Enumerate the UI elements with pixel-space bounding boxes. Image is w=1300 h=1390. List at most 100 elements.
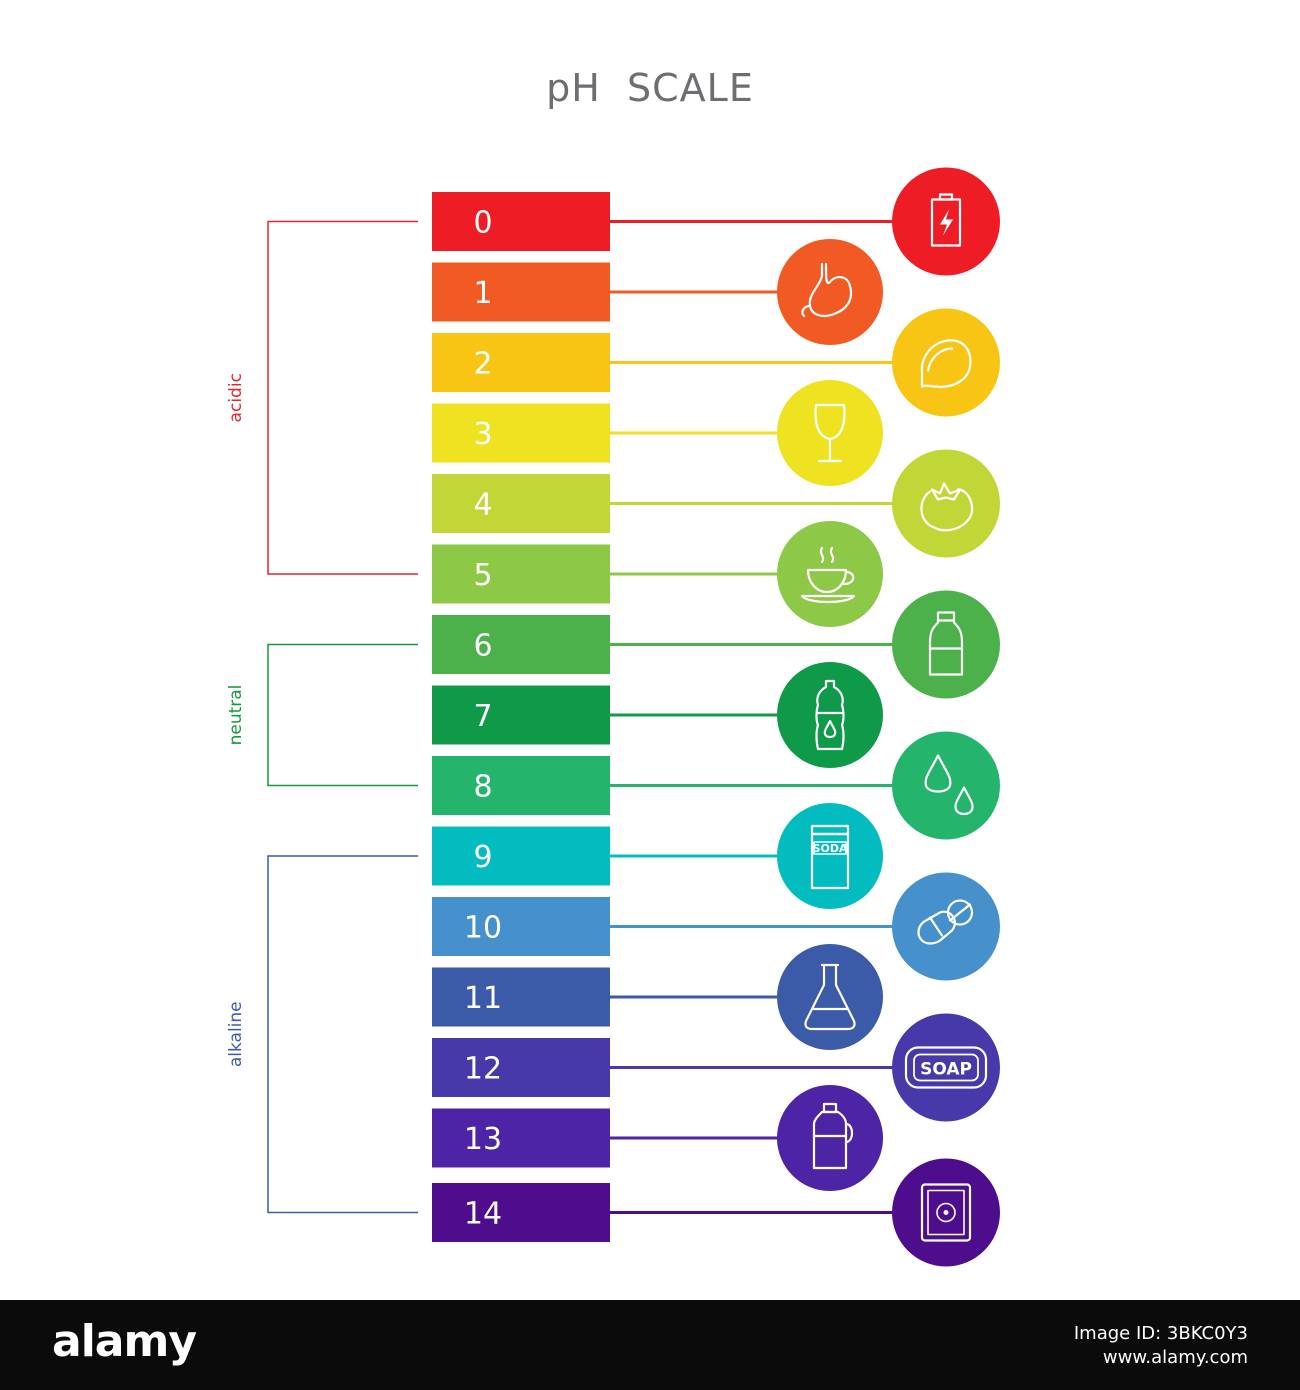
ph-value: 6 (473, 629, 492, 664)
group-bracket (267, 855, 418, 1214)
alamy-logo: alamy (52, 1316, 197, 1367)
icon-circle (892, 872, 1000, 981)
ph-bar (432, 262, 610, 322)
footer-bar: alamy Image ID: 3BKC0Y3 www.alamy.com (0, 1300, 1300, 1390)
ph-value: 11 (464, 981, 502, 1016)
group-bracket (267, 220, 418, 575)
ph-value: 4 (473, 488, 492, 523)
ph-level-5: 5 (432, 544, 610, 604)
example-pills-circle (892, 872, 1000, 981)
icon-circle (777, 803, 883, 909)
ph-level-4: 4 (432, 474, 610, 533)
detergent-icon (812, 1102, 854, 1170)
example-coffee-cup-circle (777, 521, 883, 627)
ph-bar (432, 403, 610, 463)
ph-bar (432, 192, 610, 251)
image-id: Image ID: 3BKC0Y3 (1073, 1323, 1248, 1344)
ph-value: 14 (464, 1197, 502, 1232)
drain-cleaner-icon (920, 1183, 972, 1242)
ph-bar (432, 756, 610, 815)
water-drops-icon (924, 754, 974, 816)
ph-level-14: 14 (432, 1183, 610, 1242)
ph-bar (432, 544, 610, 604)
ph-level-2: 2 (432, 333, 610, 392)
example-detergent-circle (777, 1085, 883, 1191)
tomato-icon (920, 482, 974, 532)
ph-value: 3 (473, 417, 492, 452)
icon-circle (777, 662, 883, 768)
ph-level-10: 10 (432, 897, 610, 956)
group-alkaline: alkaline (226, 855, 418, 1214)
ph-level-7: 7 (432, 685, 610, 745)
ph-bar (432, 615, 610, 674)
ph-level-3: 3 (432, 403, 610, 463)
icon-circle (777, 1085, 883, 1191)
lemon-icon (920, 339, 972, 388)
flask-icon (804, 963, 856, 1031)
icon-circle (777, 944, 883, 1050)
ph-value: 8 (473, 770, 492, 805)
group-label: neutral (226, 685, 246, 746)
group-neutral: neutral (226, 643, 418, 787)
soda-label: SODA (813, 842, 848, 855)
page-title: pH SCALE (546, 66, 754, 110)
image-id-block: Image ID: 3BKC0Y3 www.alamy.com (1074, 1322, 1248, 1370)
ph-level-11: 11 (432, 967, 610, 1027)
ph-bar (432, 1038, 610, 1097)
footer-url: www.alamy.com (1102, 1347, 1248, 1368)
ph-value: 5 (473, 558, 492, 593)
ph-bar (432, 1108, 610, 1168)
icon-circle (892, 1013, 1000, 1122)
soda-box-icon: SODA (810, 824, 850, 890)
group-label: alkaline (226, 1001, 246, 1067)
icon-circle (777, 521, 883, 627)
soap-label: SOAP (920, 1060, 972, 1080)
group-label: acidic (226, 373, 246, 422)
ph-bar (432, 685, 610, 745)
stomach-icon (801, 262, 853, 318)
ph-value: 1 (473, 276, 492, 311)
coffee-cup-icon (800, 546, 856, 604)
ph-level-12: 12 (432, 1038, 610, 1097)
wine-glass-icon (814, 403, 846, 463)
ph-level-0: 0 (432, 192, 610, 251)
icon-circle (892, 308, 1000, 417)
ph-bar (432, 897, 610, 956)
ph-value: 7 (473, 699, 492, 734)
ph-value: 9 (473, 840, 492, 875)
ph-bar (432, 967, 610, 1027)
ph-bar (432, 333, 610, 392)
example-water-drops-circle (892, 731, 1000, 840)
example-soap-circle: SOAP (892, 1013, 1000, 1122)
icon-circle (892, 731, 1000, 840)
ph-value: 2 (473, 347, 492, 382)
example-water-bottle-circle (777, 662, 883, 768)
example-flask-circle (777, 944, 883, 1050)
ph-level-8: 8 (432, 756, 610, 815)
group-acidic: acidic (226, 220, 418, 575)
example-wine-glass-circle (777, 380, 883, 486)
ph-value: 0 (473, 206, 492, 241)
water-bottle-icon (815, 679, 845, 751)
example-drain-cleaner-circle (892, 1158, 1000, 1267)
ph-level-6: 6 (432, 615, 610, 674)
pills-icon (917, 899, 974, 945)
example-milk-bottle-circle (892, 590, 1000, 699)
ph-value: 12 (464, 1052, 502, 1087)
ph-level-13: 13 (432, 1108, 610, 1168)
example-lemon-circle (892, 308, 1000, 417)
example-stomach-circle (777, 239, 883, 345)
ph-level-1: 1 (432, 262, 610, 322)
ph-bar (432, 474, 610, 533)
ph-level-9: 9 (432, 826, 610, 886)
icon-circle (892, 590, 1000, 699)
example-tomato-circle (892, 449, 1000, 558)
example-battery-circle (892, 167, 1000, 276)
ph-value: 13 (464, 1122, 502, 1157)
ph-bar (432, 826, 610, 886)
icon-circle (777, 380, 883, 486)
group-bracket (267, 643, 418, 787)
icon-circle (892, 449, 1000, 558)
battery-icon (930, 193, 962, 247)
